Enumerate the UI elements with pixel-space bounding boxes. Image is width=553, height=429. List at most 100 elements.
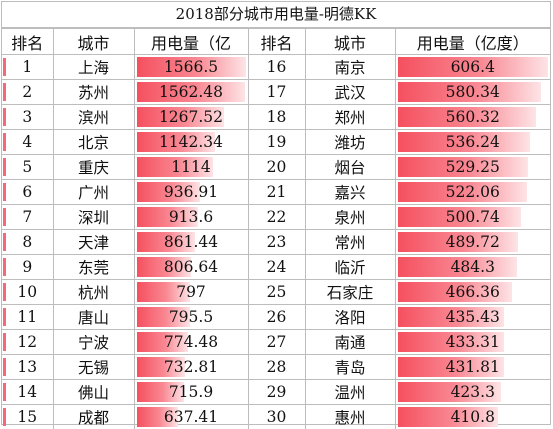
city-cell[interactable]: 青岛 (305, 355, 395, 380)
rank-cell[interactable]: 27 (248, 330, 305, 355)
value-cell[interactable]: 466.36 (395, 280, 550, 305)
rank-cell[interactable]: 30 (248, 405, 305, 429)
rank-cell[interactable]: 8 (2, 230, 53, 255)
rank-cell[interactable]: 25 (248, 280, 305, 305)
rank-cell[interactable]: 3 (2, 105, 53, 130)
city-cell[interactable]: 滨州 (53, 105, 134, 130)
header-value-b[interactable]: 用电量（亿度） (395, 29, 550, 55)
header-city-a[interactable]: 城市 (53, 29, 134, 55)
city-cell[interactable]: 重庆 (53, 155, 134, 180)
city-cell[interactable]: 武汉 (305, 80, 395, 105)
city-cell[interactable]: 唐山 (53, 305, 134, 330)
value-cell[interactable]: 489.72 (395, 230, 550, 255)
city-cell[interactable]: 石家庄 (305, 280, 395, 305)
value-cell[interactable]: 797 (134, 280, 248, 305)
rank-cell[interactable]: 26 (248, 305, 305, 330)
value-cell[interactable]: 715.9 (134, 380, 248, 405)
value-cell[interactable]: 1562.48 (134, 80, 248, 105)
value-cell[interactable]: 560.32 (395, 105, 550, 130)
city-cell[interactable]: 泉州 (305, 205, 395, 230)
city-cell[interactable]: 温州 (305, 380, 395, 405)
value-cell[interactable]: 606.4 (395, 55, 550, 80)
rank-cell[interactable]: 10 (2, 280, 53, 305)
rank-cell[interactable]: 28 (248, 355, 305, 380)
header-value-a[interactable]: 用电量（亿 (134, 29, 248, 55)
city-cell[interactable]: 烟台 (305, 155, 395, 180)
city-cell[interactable]: 洛阳 (305, 305, 395, 330)
rank-cell[interactable]: 22 (248, 205, 305, 230)
rank-cell[interactable]: 21 (248, 180, 305, 205)
value-cell[interactable]: 795.5 (134, 305, 248, 330)
value-cell[interactable]: 774.48 (134, 330, 248, 355)
city-cell[interactable]: 北京 (53, 130, 134, 155)
rank-cell[interactable]: 11 (2, 305, 53, 330)
city-cell[interactable]: 成都 (53, 405, 134, 429)
value-text: 435.43 (446, 308, 500, 326)
rank-cell[interactable]: 14 (2, 380, 53, 405)
rank-cell[interactable]: 15 (2, 405, 53, 429)
rank-cell[interactable]: 7 (2, 205, 53, 230)
rank-cell[interactable]: 9 (2, 255, 53, 280)
value-cell[interactable]: 806.64 (134, 255, 248, 280)
value-cell[interactable]: 431.81 (395, 355, 550, 380)
rank-cell[interactable]: 19 (248, 130, 305, 155)
header-city-b[interactable]: 城市 (305, 29, 395, 55)
value-cell[interactable]: 435.43 (395, 305, 550, 330)
header-rank-b[interactable]: 排名 (248, 29, 305, 55)
value-cell[interactable]: 637.41 (134, 405, 248, 429)
city-cell[interactable]: 南通 (305, 330, 395, 355)
value-cell[interactable]: 500.74 (395, 205, 550, 230)
rank-cell[interactable]: 16 (248, 55, 305, 80)
city-cell[interactable]: 东莞 (53, 255, 134, 280)
city-cell[interactable]: 南京 (305, 55, 395, 80)
city-cell[interactable]: 上海 (53, 55, 134, 80)
value-cell[interactable]: 1142.34 (134, 130, 248, 155)
value-cell[interactable]: 936.91 (134, 180, 248, 205)
rank-cell[interactable]: 6 (2, 180, 53, 205)
city-cell[interactable]: 天津 (53, 230, 134, 255)
city-cell[interactable]: 宁波 (53, 330, 134, 355)
value-cell[interactable]: 423.3 (395, 380, 550, 405)
value-cell[interactable]: 1566.5 (134, 55, 248, 80)
city-cell[interactable]: 嘉兴 (305, 180, 395, 205)
value-cell[interactable]: 484.3 (395, 255, 550, 280)
value-cell[interactable]: 913.6 (134, 205, 248, 230)
rank-cell[interactable]: 20 (248, 155, 305, 180)
city-cell[interactable]: 惠州 (305, 405, 395, 429)
header-rank-a[interactable]: 排名 (2, 29, 53, 55)
city-cell[interactable]: 苏州 (53, 80, 134, 105)
rank-cell[interactable]: 4 (2, 130, 53, 155)
value-cell[interactable]: 732.81 (134, 355, 248, 380)
value-text: 433.31 (446, 333, 500, 351)
rank-cell[interactable]: 5 (2, 155, 53, 180)
rank-cell[interactable]: 2 (2, 80, 53, 105)
rank-cell[interactable]: 17 (248, 80, 305, 105)
value-cell[interactable]: 1267.52 (134, 105, 248, 130)
value-cell[interactable]: 410.8 (395, 405, 550, 429)
city-cell[interactable]: 杭州 (53, 280, 134, 305)
value-cell[interactable]: 1114 (134, 155, 248, 180)
value-cell[interactable]: 580.34 (395, 80, 550, 105)
rank-cell[interactable]: 13 (2, 355, 53, 380)
value-cell[interactable]: 536.24 (395, 130, 550, 155)
rank-cell[interactable]: 18 (248, 105, 305, 130)
city-cell[interactable]: 临沂 (305, 255, 395, 280)
value-text: 936.91 (164, 183, 218, 201)
value-cell[interactable]: 529.25 (395, 155, 550, 180)
city-cell[interactable]: 深圳 (53, 205, 134, 230)
city-cell[interactable]: 常州 (305, 230, 395, 255)
city-cell[interactable]: 广州 (53, 180, 134, 205)
rank-cell[interactable]: 24 (248, 255, 305, 280)
value-cell[interactable]: 433.31 (395, 330, 550, 355)
city-cell[interactable]: 无锡 (53, 355, 134, 380)
city-cell[interactable]: 郑州 (305, 105, 395, 130)
rank-cell[interactable]: 1 (2, 55, 53, 80)
city-cell[interactable]: 佛山 (53, 380, 134, 405)
rank-cell[interactable]: 12 (2, 330, 53, 355)
city-cell[interactable]: 潍坊 (305, 130, 395, 155)
rank-cell[interactable]: 29 (248, 380, 305, 405)
value-cell[interactable]: 522.06 (395, 180, 550, 205)
rank-cell[interactable]: 23 (248, 230, 305, 255)
value-cell[interactable]: 861.44 (134, 230, 248, 255)
